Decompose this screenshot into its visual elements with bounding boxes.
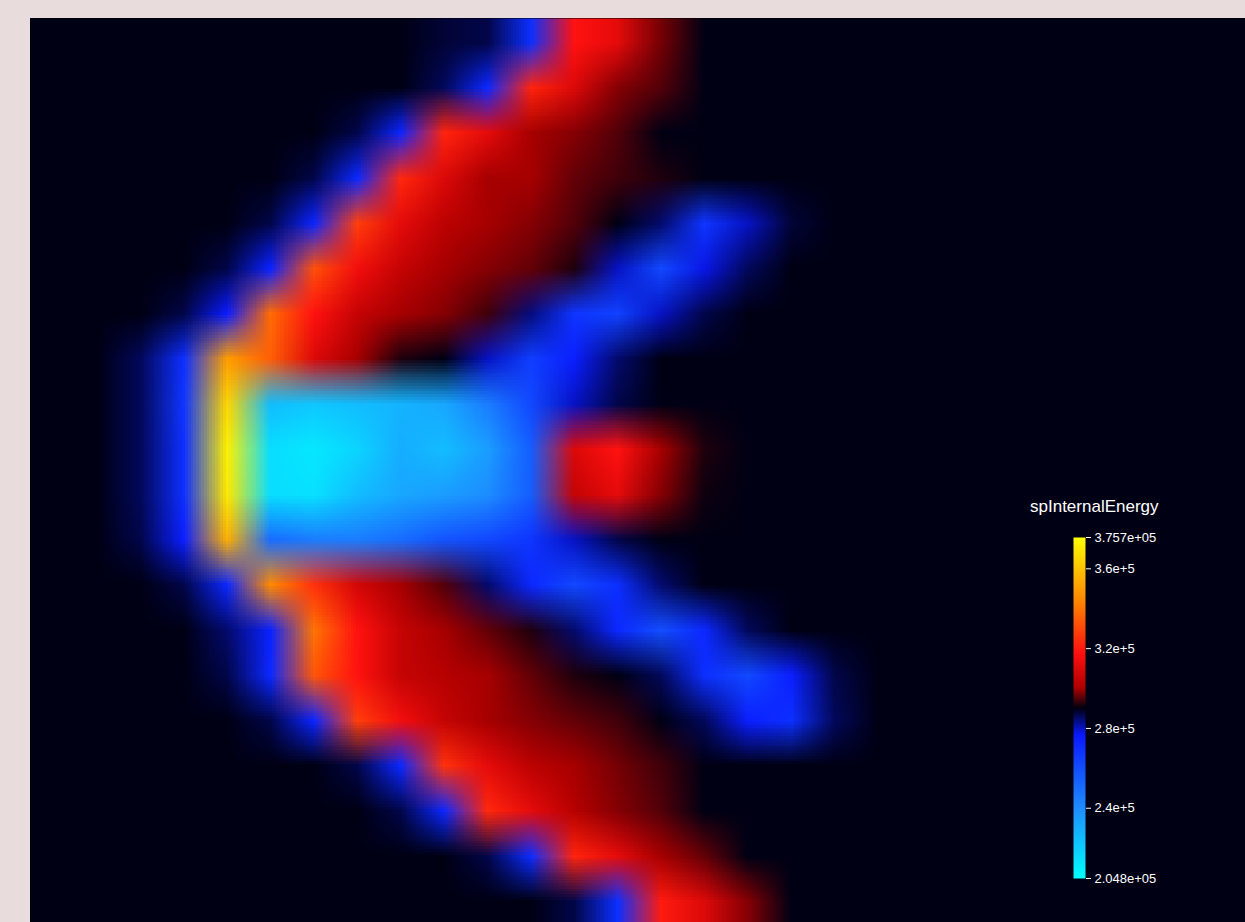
svg-text:3.6e+5: 3.6e+5 bbox=[1095, 561, 1135, 576]
svg-text:2.4e+5: 2.4e+5 bbox=[1095, 800, 1135, 815]
html-text:spInternalEnergy: spInternalEnergy bbox=[1030, 497, 1159, 516]
svg-text:2.048e+05: 2.048e+05 bbox=[1095, 871, 1157, 886]
svg-text:3.2e+5: 3.2e+5 bbox=[1095, 641, 1135, 656]
svg-text:2.8e+5: 2.8e+5 bbox=[1095, 721, 1135, 736]
svg-text:3.757e+05: 3.757e+05 bbox=[1095, 530, 1157, 545]
